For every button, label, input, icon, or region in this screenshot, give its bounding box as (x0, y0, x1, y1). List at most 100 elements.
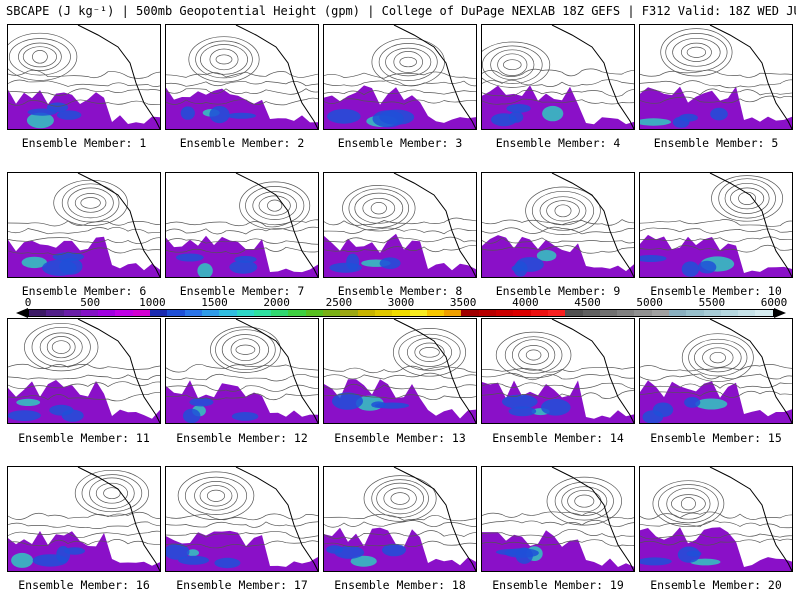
cape-high-region (502, 394, 538, 409)
ensemble-member-label: Ensemble Member: 7 (179, 284, 305, 298)
height-contour-ring (660, 28, 733, 77)
height-contour-ring (504, 336, 563, 374)
height-contour-ring (184, 476, 248, 515)
height-contour-ring (680, 42, 712, 62)
ensemble-member-map (165, 172, 319, 278)
height-contour-ring (53, 179, 128, 226)
height-contour-line (166, 521, 318, 528)
coastline (393, 319, 476, 423)
sbcape-colorbar: 0 500 1000 1500 2000 2500 3000 3500 4000 4500 5000… (14, 296, 788, 320)
colorbar-tick-label: 1500 (201, 296, 228, 309)
cape-high-region (350, 555, 377, 567)
sbcape-fill (8, 89, 160, 129)
coastline (77, 319, 160, 423)
height-contour-ring (511, 339, 556, 371)
height-contour-ring (74, 193, 107, 213)
height-contour-ring (671, 494, 706, 514)
height-contour-ring (738, 191, 757, 205)
height-contour-line (640, 373, 792, 381)
height-contour-ring (230, 338, 261, 362)
colorbar-swatch (253, 310, 272, 316)
cape-high-region (684, 397, 701, 408)
map-plot (324, 173, 476, 277)
colorbar-swatch (530, 310, 548, 316)
cape-high-region (189, 397, 214, 407)
ensemble-member-map (481, 24, 635, 130)
cape-high-region (329, 262, 362, 273)
sbcape-fill (640, 234, 792, 277)
height-contour-ring (686, 46, 707, 58)
sbcape-fill (482, 380, 634, 423)
cape-high-region (214, 557, 241, 569)
height-contour-ring (378, 43, 438, 81)
colorbar-swatch (167, 310, 185, 316)
cape-high-region (166, 543, 190, 560)
ensemble-member-map (323, 24, 477, 130)
height-contour-ring (546, 476, 622, 526)
coastline (709, 319, 792, 423)
height-contour-line (482, 237, 634, 244)
height-contours (166, 181, 318, 255)
map-plot (640, 319, 792, 423)
height-contour-ring (482, 41, 551, 88)
height-contours (166, 471, 318, 549)
height-contour-ring (539, 196, 587, 226)
height-contour-ring (574, 494, 595, 508)
height-contour-ring (67, 187, 114, 219)
height-contour-line (640, 520, 792, 529)
map-plot (324, 25, 476, 129)
coastline (235, 173, 318, 277)
height-contour-ring (525, 186, 601, 235)
ensemble-member-map (639, 318, 793, 424)
coastline (709, 173, 792, 277)
colorbar-swatch (409, 310, 427, 316)
coastline (235, 319, 318, 423)
sbcape-fill (640, 380, 792, 423)
cape-high-region (49, 404, 74, 416)
coastline (551, 319, 634, 423)
height-contour-ring (342, 185, 416, 232)
colorbar-strip (28, 309, 774, 317)
height-contour-ring (245, 186, 305, 226)
height-contour-ring (688, 338, 748, 377)
height-contour-line (166, 88, 318, 95)
height-contours (482, 476, 634, 547)
height-contour-ring (371, 37, 445, 87)
height-contour-ring (267, 199, 283, 212)
height-contour-ring (215, 54, 233, 65)
height-contour-ring (709, 351, 726, 364)
coastline (393, 25, 476, 129)
cape-high-region (186, 549, 199, 557)
height-contour-line (324, 372, 476, 380)
height-contour-ring (209, 48, 239, 71)
height-contour-line (166, 81, 318, 87)
height-contour-line (8, 220, 160, 227)
cape-low-region (640, 527, 792, 571)
height-contour-ring (32, 50, 48, 64)
sbcape-fill (482, 235, 634, 277)
cape-high-region (542, 105, 564, 122)
colorbar-tick-label: 500 (80, 296, 101, 309)
sbcape-fill (640, 86, 792, 129)
height-contour-ring (482, 45, 543, 84)
cape-high-region (197, 263, 213, 277)
map-plot (166, 25, 318, 129)
height-contour-ring (385, 47, 432, 77)
colorbar-tick-label: 4500 (574, 296, 601, 309)
height-contour-ring (398, 333, 461, 371)
height-contour-ring (51, 340, 71, 354)
cape-high-region (541, 399, 571, 416)
colorbar-swatch (478, 310, 497, 316)
colorbar-swatch (150, 310, 168, 316)
height-contour-line (166, 373, 318, 382)
coastline (77, 467, 160, 571)
map-plot (8, 173, 160, 277)
colorbar-swatch (668, 310, 687, 316)
colorbar-swatch (738, 310, 756, 316)
height-contour-ring (8, 32, 78, 81)
map-plot (166, 319, 318, 423)
height-contour-ring (371, 479, 429, 518)
coastline (393, 467, 476, 571)
height-contour-ring (525, 349, 542, 361)
height-contour-ring (95, 482, 128, 504)
